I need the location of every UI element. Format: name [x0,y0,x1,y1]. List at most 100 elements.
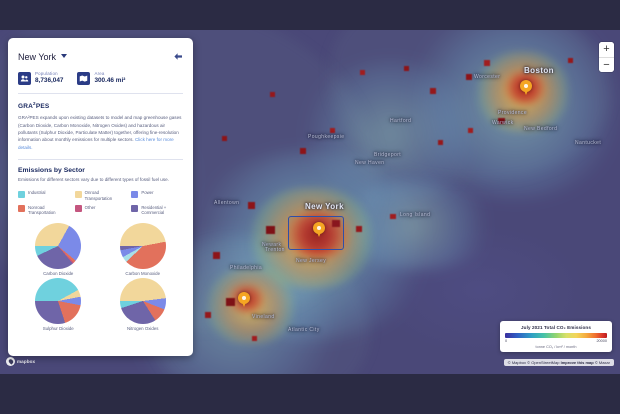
about-description: GRA²PES expands upon existing datasets t… [18,114,183,151]
legend-item[interactable]: Power [131,190,183,201]
pie-chart-cell: Nitrogen Oxides [119,277,166,331]
point-source [360,70,365,75]
point-source [252,336,257,341]
pie-chart-cell: Carbon Dioxide [35,222,82,276]
panel-divider [18,93,183,94]
collapse-panel-button[interactable] [173,52,183,61]
pie-chart-label: Nitrogen Oxides [127,325,159,331]
point-source [468,128,473,133]
marker-dot [242,296,246,300]
chevron-down-icon[interactable] [61,53,68,58]
point-source [332,220,340,227]
pie-chart-cell: Carbon Monoxide [119,222,166,276]
point-source [248,202,255,209]
point-source [205,312,211,318]
stat-population: Population 8,736,047 [18,71,64,85]
point-source [213,252,220,259]
area-icon [77,72,91,85]
legend-swatch [74,190,82,198]
bottom-chrome-bar [0,374,620,414]
sector-legend: Industrial Onroad Transportation Power Nonr… [18,190,183,215]
point-source [300,148,306,154]
pie-chart[interactable] [35,222,82,269]
legend-swatch [131,190,139,198]
colorbar-min-tick: 0 [505,339,508,343]
panel-divider-2 [18,159,183,161]
colorbar-ticks: 0 20000 [505,339,607,343]
stat-population-text: Population 8,736,047 [35,71,64,85]
pie-chart[interactable] [35,277,82,324]
colorbar-units: tonne CO₂ / km² / month [535,345,577,349]
about-description-text: GRA²PES expands upon existing datasets t… [18,115,182,143]
marker-tip [241,300,247,307]
zoom-out-button[interactable]: − [599,57,614,72]
point-source [430,88,436,94]
point-source [404,66,409,71]
about-more-details-link[interactable]: Click here for more details. [18,137,174,150]
mapbox-logo[interactable]: mapbox [6,357,35,366]
point-source [222,136,227,141]
info-panel: New York [8,38,193,356]
legend-label: Industrial [28,190,46,196]
mapbox-logo-text: mapbox [17,359,36,364]
marker-tip [523,88,529,95]
legend-label: Power [141,190,154,196]
stat-area-label: Area [94,71,105,77]
attribution-prefix: © Mapbox © OpenStreetMap [507,360,561,365]
map-marker-boston[interactable] [520,80,532,96]
stat-population-label: Population [35,71,58,77]
point-source [356,226,362,232]
about-heading-base: GRA [18,103,34,111]
pie-chart[interactable] [119,222,166,269]
sectors-subtext: Emissions for different sectors vary due… [18,177,169,183]
about-heading-superscript: 2 [33,101,36,106]
point-source [330,128,335,133]
pie-chart-label: Carbon Monoxide [125,270,161,276]
marker-tip [316,230,322,237]
point-source [270,92,275,97]
legend-label: Residential + Commercial [141,204,167,216]
legend-item[interactable]: Other [74,204,127,216]
point-source [390,214,396,219]
pie-chart[interactable] [119,277,166,324]
legend-item[interactable]: Onroad Transportation [74,190,127,201]
panel-header: New York [18,47,183,65]
pie-chart-label: Carbon Dioxide [43,270,74,276]
legend-item[interactable]: Nonroad Transportation [18,205,70,216]
zoom-in-button[interactable]: + [599,42,614,57]
stat-area-text: Area 300.46 mi² [94,71,126,85]
population-icon [18,72,31,85]
marker-dot [524,84,528,88]
stat-population-value: 8,736,047 [35,76,64,84]
legend-item[interactable]: Residential + Commercial [131,205,183,216]
pie-chart-label: Sulphur Dioxide [42,325,74,331]
region-stats: Population 8,736,047 Area 300.46 mi² [18,71,183,85]
mapbox-mark-icon [6,357,15,366]
about-heading-rest: PES [35,103,50,111]
map-zoom-controls[interactable]: + − [599,42,614,72]
improve-map-link[interactable]: Improve this map [560,360,594,365]
colorbar-max-tick: 20000 [596,339,607,343]
arrow-left-icon [174,52,182,60]
legend-item[interactable]: Industrial [18,190,70,201]
colorbar-gradient [505,333,607,338]
stat-area: Area 300.46 mi² [77,71,126,85]
legend-label: Other [84,204,96,210]
colorbar-title: July 2021 Total CO₂ Emissions [521,325,591,330]
about-heading: GRA2PES [18,101,183,110]
map-marker-new-york[interactable] [313,222,325,238]
map-marker-philadelphia[interactable] [238,292,250,308]
info-panel-content: New York [8,38,193,356]
point-source [568,58,573,63]
sectors-heading: Emissions by Sector [18,167,85,175]
point-source [226,298,235,306]
top-chrome-bar [0,0,620,30]
pie-chart-cell: Sulphur Dioxide [35,277,82,331]
page-title: New York [18,52,57,62]
stat-area-value: 300.46 mi² [94,76,126,84]
legend-swatch [131,205,139,213]
region-selector[interactable]: New York [18,47,68,65]
point-source [466,74,472,80]
legend-swatch [18,190,25,198]
